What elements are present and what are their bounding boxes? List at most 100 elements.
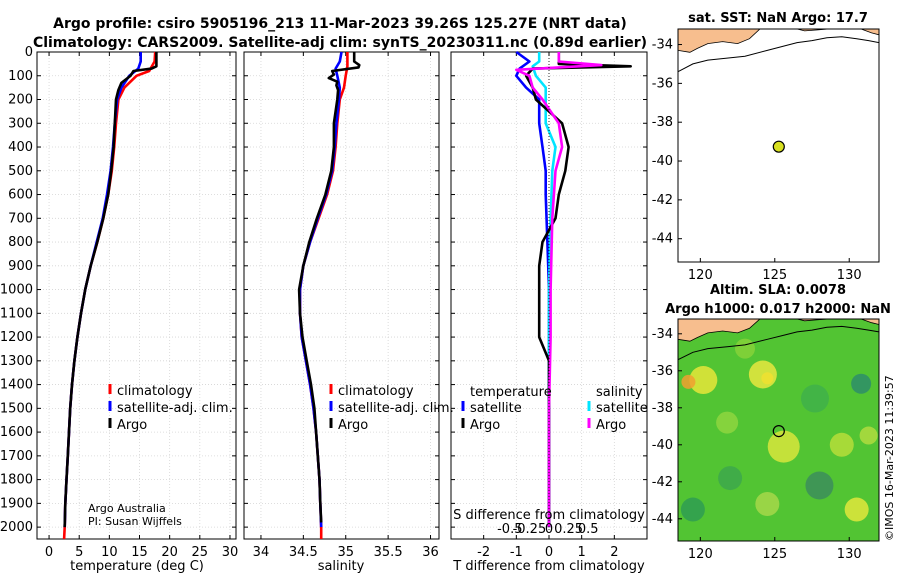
ytick-label: 1800 [0,473,33,488]
ytick-label: 1600 [0,425,33,440]
sla-anomaly-patch [716,411,739,434]
x2tick-label: -0.5 [497,522,522,537]
ytick-label: 1400 [0,378,33,393]
ytick-label: -40 [652,154,673,169]
xtick-label: 130 [837,547,862,562]
sla-anomaly-patch [805,471,834,500]
ytick-label: 1500 [0,401,33,416]
xtick-label: -1 [510,545,523,560]
ytick-label: -44 [652,232,673,247]
ytick-label: -42 [652,193,673,208]
legend-label: Argo [338,418,368,433]
map-content [678,319,879,541]
ytick-label: 200 [8,93,33,108]
ytick-label: -40 [652,438,673,453]
xtick-label: 34 [253,545,270,560]
series-line-argo [63,52,158,528]
xtick-label: 1 [578,545,586,560]
x2tick-label: 0 [545,522,553,537]
difference-xlabel: T difference from climatology [452,559,645,574]
ytick-label: 1700 [0,449,33,464]
xtick-label: 5 [75,545,83,560]
xtick-label: 10 [101,545,118,560]
salinity-profile-panel: 34 34.5 35 35.5 36 climatology satellite-adj. … [243,51,454,560]
sla-anomaly-patch [829,432,854,457]
sla-anomaly-patch [681,374,696,389]
sla-anomaly-patch [859,426,878,445]
legend-header: salinity [596,385,643,400]
xtick-label: 25 [192,545,209,560]
ytick-label: 300 [8,116,33,131]
legend-label: climatology [117,384,193,399]
timestamp-stamp: ©IMOS 16-Mar-2023 11:39:57 [883,375,896,541]
x2tick-label: 0.25 [554,522,583,537]
ytick-label: 500 [8,164,33,179]
temperature-xlabel: temperature (deg C) [70,559,204,574]
sla-anomaly-patch [689,366,718,395]
sla-anomaly-patch [761,372,774,385]
xtick-label: 0 [545,545,553,560]
series-line-climatology [298,52,349,539]
figure-title-line1: Argo profile: csiro 5905196_213 11-Mar-2… [53,16,627,32]
shelf-contour [678,36,879,73]
argo-float-marker [772,140,785,153]
xtick-label: 36 [422,545,439,560]
ytick-label: 100 [8,69,33,84]
ytick-label: 700 [8,211,33,226]
sla-map-panel: -34 -36 -38 -40 -42 -44 120 125 130 [652,318,880,562]
legend-label: satellite [596,401,648,416]
legend-header: temperature [470,385,552,400]
legend-label: Argo [117,418,147,433]
sla-anomaly-patch [755,492,780,516]
ytick-label: 1200 [0,330,33,345]
ytick-label: -38 [652,401,673,416]
ytick-label: -44 [652,512,673,527]
xtick-label: -2 [477,545,490,560]
map-content [678,29,879,153]
xtick-label: 125 [762,268,787,283]
temperature-profile-panel: 0100200300400500600700800900100011001200… [0,45,238,560]
xtick-label: 120 [688,268,713,283]
land-mass [860,319,879,325]
legend-label: satellite-adj. clim. [338,401,454,416]
legend-label: satellite [470,401,522,416]
ytick-label: 900 [8,259,33,274]
ytick-label: 1000 [0,283,33,298]
ytick-label: 800 [8,235,33,250]
ytick-label: 1300 [0,354,33,369]
xtick-label: 130 [837,268,862,283]
ytick-label: -34 [652,327,673,342]
xtick-label: 35.5 [374,545,403,560]
ytick-label: -36 [652,364,673,379]
sla-anomaly-patch [718,466,743,491]
xtick-label: 35 [337,545,354,560]
difference-xlabel2: S difference from climatology [453,508,645,523]
series-line-s-argo [515,52,603,528]
xtick-label: 30 [222,545,239,560]
xtick-label: 2 [610,545,618,560]
plot-frame [36,51,237,540]
sla-map-subtitle: Argo h1000: 0.017 h2000: NaN [665,302,891,317]
sla-map-title: Altim. SLA: 0.0078 [710,283,846,298]
ytick-label: -38 [652,115,673,130]
x2tick-label: 0.5 [578,522,599,537]
plot-frame [243,51,440,540]
series-line-s-satellite [531,52,557,528]
ytick-label: -42 [652,475,673,490]
figure-title-line2: Climatology: CARS2009. Satellite-adj cli… [33,35,647,51]
xtick-label: 20 [161,545,178,560]
sst-map-title: sat. SST: NaN Argo: 17.7 [688,11,868,26]
xtick-label: 15 [131,545,148,560]
sla-anomaly-patch [767,430,800,463]
sla-anomaly-patch [851,373,872,394]
ytick-label: -34 [652,38,673,53]
salinity-xlabel: salinity [318,559,365,574]
xtick-label: 125 [762,547,787,562]
ytick-label: 2000 [0,520,33,535]
argo-float-marker [772,425,785,438]
sla-anomaly-patch [844,497,869,522]
sla-anomaly-patch [800,384,829,413]
land-mass [860,29,879,36]
